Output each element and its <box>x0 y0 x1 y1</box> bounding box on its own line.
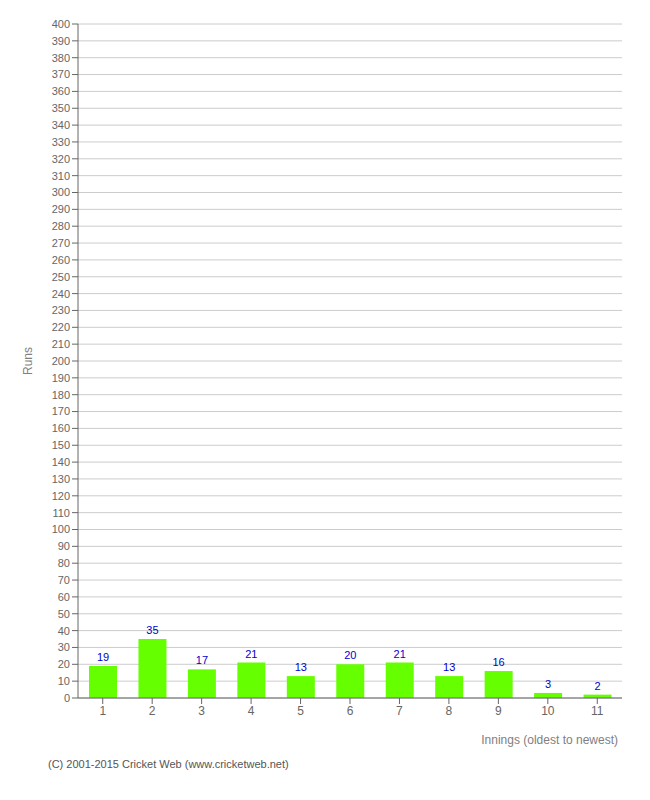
svg-text:Runs: Runs <box>21 347 35 375</box>
svg-text:200: 200 <box>52 355 70 367</box>
svg-text:230: 230 <box>52 304 70 316</box>
svg-text:40: 40 <box>58 625 70 637</box>
svg-text:150: 150 <box>52 439 70 451</box>
svg-text:10: 10 <box>58 675 70 687</box>
svg-text:270: 270 <box>52 237 70 249</box>
svg-text:300: 300 <box>52 186 70 198</box>
svg-text:90: 90 <box>58 540 70 552</box>
svg-text:20: 20 <box>344 649 356 661</box>
svg-text:11: 11 <box>591 704 604 718</box>
svg-text:7: 7 <box>396 704 403 718</box>
svg-text:20: 20 <box>58 658 70 670</box>
svg-text:17: 17 <box>196 654 208 666</box>
svg-text:210: 210 <box>52 338 70 350</box>
svg-text:170: 170 <box>52 405 70 417</box>
svg-text:80: 80 <box>58 557 70 569</box>
svg-text:360: 360 <box>52 85 70 97</box>
svg-text:2: 2 <box>149 704 156 718</box>
svg-text:280: 280 <box>52 220 70 232</box>
svg-text:240: 240 <box>52 288 70 300</box>
svg-text:400: 400 <box>52 18 70 30</box>
svg-text:320: 320 <box>52 153 70 165</box>
svg-text:340: 340 <box>52 119 70 131</box>
svg-text:390: 390 <box>52 35 70 47</box>
svg-text:330: 330 <box>52 136 70 148</box>
svg-text:16: 16 <box>493 656 505 668</box>
svg-text:13: 13 <box>443 661 455 673</box>
svg-text:30: 30 <box>58 641 70 653</box>
svg-text:70: 70 <box>58 574 70 586</box>
svg-text:380: 380 <box>52 52 70 64</box>
svg-text:Innings (oldest to newest): Innings (oldest to newest) <box>481 733 618 747</box>
svg-text:10: 10 <box>541 704 555 718</box>
svg-text:120: 120 <box>52 490 70 502</box>
svg-text:180: 180 <box>52 389 70 401</box>
svg-text:4: 4 <box>248 704 255 718</box>
svg-text:260: 260 <box>52 254 70 266</box>
svg-text:250: 250 <box>52 271 70 283</box>
svg-text:1: 1 <box>99 704 106 718</box>
svg-text:220: 220 <box>52 321 70 333</box>
svg-text:35: 35 <box>146 624 158 636</box>
svg-text:3: 3 <box>198 704 205 718</box>
svg-text:9: 9 <box>495 704 502 718</box>
svg-text:140: 140 <box>52 456 70 468</box>
svg-text:130: 130 <box>52 473 70 485</box>
svg-text:5: 5 <box>297 704 304 718</box>
svg-text:21: 21 <box>394 648 406 660</box>
svg-text:3: 3 <box>545 678 551 690</box>
svg-text:160: 160 <box>52 422 70 434</box>
svg-text:190: 190 <box>52 372 70 384</box>
svg-text:2: 2 <box>594 680 600 692</box>
svg-text:19: 19 <box>97 651 109 663</box>
svg-text:60: 60 <box>58 591 70 603</box>
svg-text:21: 21 <box>245 648 257 660</box>
svg-text:370: 370 <box>52 68 70 80</box>
svg-text:100: 100 <box>52 523 70 535</box>
svg-text:110: 110 <box>52 507 70 519</box>
svg-text:0: 0 <box>64 692 70 704</box>
svg-text:13: 13 <box>295 661 307 673</box>
svg-text:290: 290 <box>52 203 70 215</box>
svg-text:350: 350 <box>52 102 70 114</box>
svg-text:6: 6 <box>347 704 354 718</box>
svg-text:50: 50 <box>58 608 70 620</box>
svg-text:310: 310 <box>52 170 70 182</box>
svg-text:8: 8 <box>446 704 453 718</box>
html-text:(C) 2001-2015 Cricket Web (www: (C) 2001-2015 Cricket Web (www.cricketwe… <box>48 758 289 770</box>
